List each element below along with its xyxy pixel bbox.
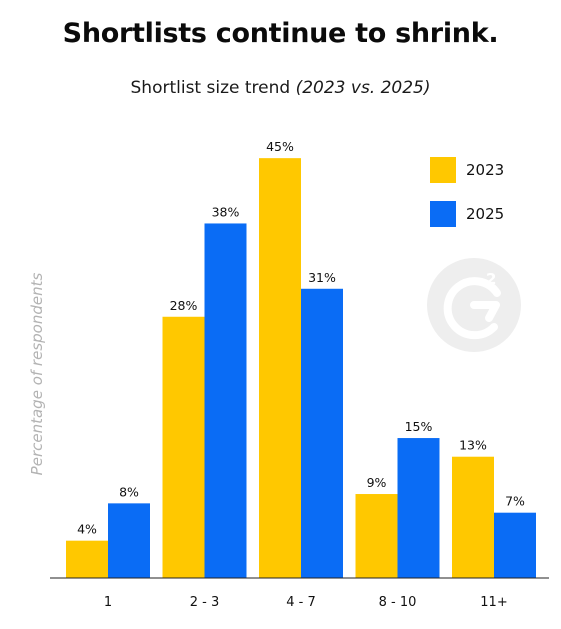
legend-label-2023: 2023 (466, 161, 504, 179)
subtitle-years: (2023 vs. 2025) (295, 78, 431, 98)
x-tick-label-3: 8 - 10 (379, 595, 417, 610)
value-labels-group: 4% 8% 28% 38% 45% 31% 9% 15% 13% 7% (77, 139, 525, 537)
value-label-2025-1: 38% (212, 204, 240, 219)
g2-logo-icon: 2 (427, 258, 521, 352)
svg-text:2: 2 (486, 270, 496, 288)
y-axis-label: Percentage of respondents (28, 273, 46, 476)
x-tick-label-0: 1 (104, 595, 112, 610)
x-tick-labels-group: 1 2 - 3 4 - 7 8 - 10 11+ (104, 595, 508, 610)
x-tick-label-2: 4 - 7 (286, 595, 316, 610)
chart-subtitle: Shortlist size trend (2023 vs. 2025) (0, 78, 561, 98)
subtitle-main: Shortlist size trend (130, 78, 291, 98)
bar-2023-0 (66, 540, 108, 578)
legend-swatch-2025 (430, 201, 456, 227)
legend-label-2025: 2025 (466, 205, 504, 223)
value-label-2023-4: 13% (459, 438, 487, 453)
legend: 2023 2025 (430, 157, 504, 227)
value-label-2025-0: 8% (119, 484, 139, 499)
bar-2025-1 (204, 223, 247, 578)
value-label-2025-4: 7% (505, 494, 525, 509)
bar-2025-0 (108, 503, 150, 578)
value-label-2025-3: 15% (405, 419, 433, 434)
value-label-2025-2: 31% (308, 270, 336, 285)
bar-2025-2 (301, 288, 343, 578)
value-label-2023-1: 28% (170, 298, 198, 313)
chart-title: Shortlists continue to shrink. (62, 18, 499, 49)
bars-group (66, 158, 536, 578)
legend-swatch-2023 (430, 157, 456, 183)
bar-2025-4 (494, 512, 536, 578)
bar-2023-3 (355, 494, 398, 578)
bar-2023-1 (162, 316, 205, 578)
x-tick-label-1: 2 - 3 (190, 595, 220, 610)
bar-2023-2 (259, 158, 301, 578)
bar-2023-4 (452, 456, 494, 578)
bar-2025-3 (397, 438, 440, 578)
value-label-2023-2: 45% (266, 139, 294, 154)
value-label-2023-3: 9% (367, 475, 387, 490)
value-label-2023-0: 4% (77, 522, 97, 537)
x-tick-label-4: 11+ (480, 595, 507, 610)
